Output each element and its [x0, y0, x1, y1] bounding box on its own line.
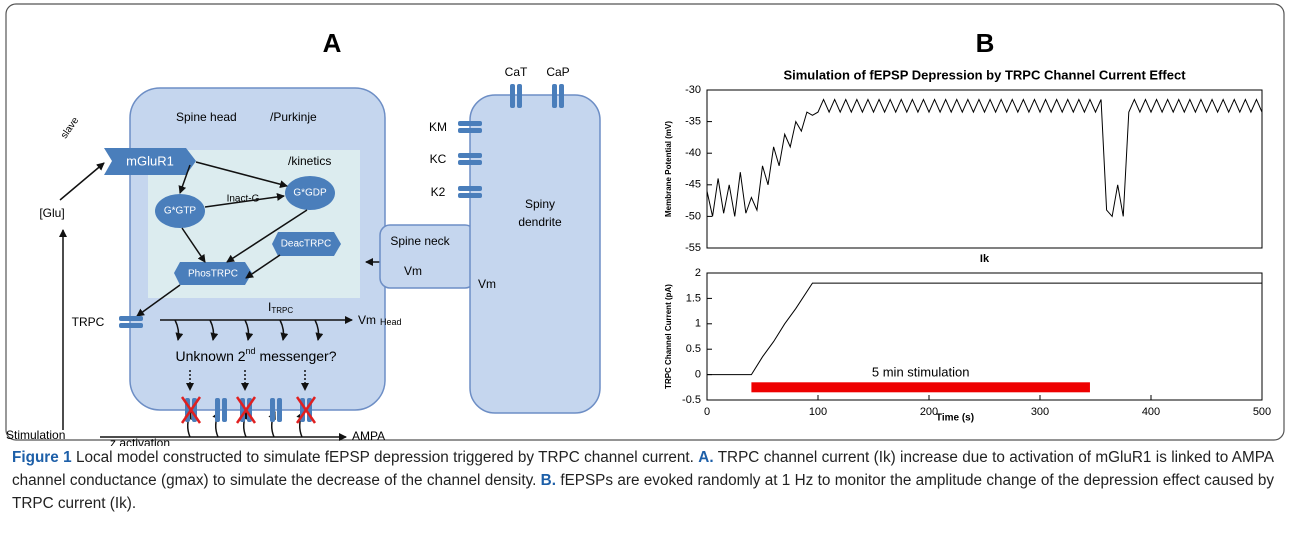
label: I — [268, 300, 271, 314]
label: Vm — [478, 277, 496, 291]
x-tick-label: 200 — [920, 406, 938, 418]
deactrpc-node — [272, 232, 341, 256]
caption-text: TRPC channel current (Ik) increase due t… — [12, 449, 1275, 489]
caption-label: Figure 1 — [12, 449, 72, 466]
ggdp-node — [285, 176, 335, 210]
label: Vm Head — [358, 313, 402, 327]
stimulation-bar — [751, 382, 1090, 393]
label: nd — [246, 346, 256, 356]
x-axis-label: Time (s) — [936, 413, 974, 424]
caption-label: A. — [698, 449, 714, 466]
label: Spine neck — [390, 234, 450, 248]
label: Unknown 2 — [176, 348, 246, 364]
plot-frame — [706, 272, 1263, 401]
ggtp-node — [155, 194, 205, 228]
chart-title: Simulation of fEPSP Depression by TRPC C… — [783, 67, 1186, 82]
label: Vm — [358, 313, 376, 327]
label: Stimulation — [6, 428, 65, 442]
spiny-dendrite — [469, 94, 601, 414]
panel-label: B — [976, 28, 995, 58]
y-tick-label: -35 — [685, 116, 701, 128]
y-tick-label: 1.5 — [686, 292, 701, 304]
y-tick-label: -50 — [685, 210, 701, 222]
node-label: DeacTRPC — [281, 239, 332, 250]
label: Head — [380, 317, 402, 327]
panel-label: A — [323, 28, 342, 58]
label: K2 — [431, 185, 446, 199]
y-tick-label: 1 — [695, 318, 701, 330]
phostrpc-node — [174, 262, 252, 285]
x-tick-label: 300 — [1031, 406, 1049, 418]
label: Unknown 2nd messenger? — [176, 346, 337, 363]
node-label: G*GTP — [164, 206, 197, 217]
label: KM — [429, 120, 447, 134]
y-tick-label: -30 — [685, 84, 701, 96]
y-tick-label: 0 — [695, 369, 701, 381]
y-tick-label: -45 — [685, 179, 701, 191]
y-axis-label: TRPC Channel Current (pA) — [664, 284, 673, 389]
node-label: G*GDP — [293, 188, 327, 199]
plot-frame — [706, 89, 1263, 249]
label: /kinetics — [288, 154, 331, 168]
x-tick-label: 100 — [809, 406, 827, 418]
label: slave — [59, 115, 82, 141]
x-tick-label: 0 — [704, 406, 710, 418]
label: Vm — [404, 264, 422, 278]
label: z activation — [110, 436, 170, 446]
trpc-channel — [119, 316, 143, 328]
label: TRPC — [271, 306, 293, 315]
k-channels — [458, 84, 564, 198]
series-line — [706, 98, 1263, 218]
x-tick-label: 400 — [1142, 406, 1160, 418]
y-tick-label: 2 — [695, 267, 701, 279]
y-tick-label: -40 — [685, 147, 701, 159]
mglur1-node — [104, 148, 196, 175]
caption-text: fEPSPs are evoked randomly at 1 Hz to mo… — [12, 472, 1274, 512]
x-tick-label: 500 — [1253, 406, 1271, 418]
label: ITRPC — [268, 300, 293, 315]
y-tick-label: -55 — [685, 242, 701, 254]
caption: Figure 1 Local model constructed to simu… — [12, 446, 1274, 515]
label: dendrite — [518, 215, 562, 229]
annotation-label: 5 min stimulation — [872, 365, 970, 380]
label: TRPC — [72, 315, 105, 329]
y-tick-label: -0.5 — [682, 394, 701, 406]
caption-label: B. — [540, 472, 556, 489]
figure: A Spine head /Purkinje /kinetics mGluR1 … — [5, 3, 1285, 446]
y-tick-label: 0.5 — [686, 343, 701, 355]
blocked-marks — [180, 396, 317, 424]
charts: Simulation of fEPSP Depression by TRPC C… — [664, 67, 1271, 423]
series-line — [707, 282, 1262, 376]
figure-frame — [5, 3, 1285, 441]
label: [Glu] — [39, 206, 64, 220]
node-label: mGluR1 — [126, 153, 174, 168]
label: CaT — [505, 65, 528, 79]
y-axis-label: Membrane Potential (mV) — [664, 121, 673, 217]
label: Inact-G — [227, 194, 260, 205]
label: Spine head — [176, 110, 237, 124]
label: KC — [430, 152, 447, 166]
caption-text: Local model constructed to simulate fEPS… — [71, 449, 699, 466]
label: AMPA — [352, 429, 385, 443]
label: messenger? — [256, 348, 337, 364]
label: Spiny — [525, 197, 555, 211]
label: /Purkinje — [270, 110, 317, 124]
label: CaP — [546, 65, 569, 79]
chart-title: Ik — [980, 253, 990, 265]
node-label: PhosTRPC — [188, 269, 238, 280]
